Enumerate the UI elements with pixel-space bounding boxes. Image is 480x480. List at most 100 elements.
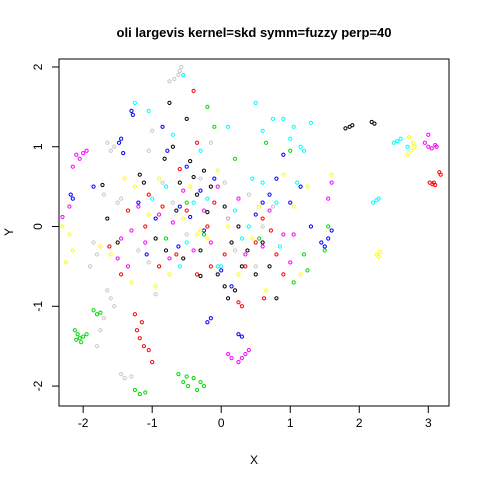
data-point bbox=[288, 136, 293, 141]
data-point bbox=[205, 320, 210, 325]
data-point bbox=[267, 264, 272, 269]
chart-title: oli largevis kernel=skd symm=fuzzy perp=… bbox=[117, 25, 392, 40]
data-point bbox=[184, 164, 189, 169]
data-point bbox=[226, 216, 231, 221]
data-point bbox=[212, 176, 217, 181]
data-point bbox=[205, 224, 210, 229]
data-point bbox=[146, 212, 151, 217]
data-point bbox=[100, 182, 105, 188]
data-point bbox=[136, 200, 141, 205]
data-point bbox=[184, 208, 189, 213]
data-point bbox=[130, 112, 135, 117]
data-point bbox=[246, 348, 251, 353]
data-point bbox=[101, 192, 106, 197]
data-point bbox=[122, 375, 127, 381]
data-point bbox=[215, 184, 220, 189]
data-point bbox=[243, 264, 248, 269]
data-point bbox=[405, 152, 410, 157]
data-point bbox=[146, 192, 151, 197]
data-point bbox=[176, 72, 181, 78]
data-point bbox=[372, 121, 377, 126]
data-point bbox=[194, 272, 200, 277]
data-point bbox=[87, 264, 93, 269]
data-point bbox=[153, 236, 158, 241]
data-point bbox=[74, 152, 79, 157]
y-axis-label: Y bbox=[2, 228, 16, 236]
data-point bbox=[108, 252, 113, 257]
data-point bbox=[163, 184, 169, 189]
data-point bbox=[274, 176, 279, 181]
data-point bbox=[205, 104, 210, 109]
data-point bbox=[329, 228, 334, 233]
data-point bbox=[201, 228, 207, 233]
y-tick-label: 0 bbox=[31, 223, 45, 230]
data-point bbox=[376, 196, 381, 201]
data-point bbox=[156, 176, 162, 181]
data-point bbox=[268, 228, 274, 233]
data-point bbox=[291, 204, 296, 209]
data-point bbox=[143, 390, 148, 395]
data-point bbox=[194, 232, 200, 237]
data-point bbox=[236, 272, 241, 277]
data-point bbox=[243, 352, 248, 357]
data-point bbox=[298, 144, 303, 149]
data-point bbox=[75, 332, 80, 337]
data-point bbox=[167, 100, 172, 105]
data-point bbox=[236, 360, 241, 365]
data-point bbox=[160, 124, 165, 129]
data-point bbox=[163, 236, 169, 241]
data-point bbox=[326, 236, 331, 241]
data-point bbox=[305, 184, 310, 189]
data-point bbox=[181, 379, 186, 385]
data-point bbox=[291, 124, 296, 129]
points-layer bbox=[60, 64, 443, 397]
x-tick-label: -1 bbox=[147, 416, 158, 430]
data-point bbox=[222, 204, 227, 209]
data-point bbox=[236, 196, 241, 201]
data-point bbox=[350, 123, 355, 128]
data-point bbox=[277, 244, 282, 249]
data-point bbox=[94, 252, 100, 257]
data-point bbox=[226, 124, 231, 129]
data-point bbox=[260, 180, 265, 185]
data-point bbox=[236, 224, 241, 229]
data-point bbox=[226, 296, 231, 301]
data-point bbox=[198, 148, 203, 153]
data-point bbox=[177, 180, 182, 185]
data-point bbox=[260, 200, 265, 205]
data-point bbox=[184, 116, 189, 121]
data-point bbox=[184, 232, 189, 237]
data-point bbox=[208, 316, 213, 321]
data-point bbox=[250, 176, 255, 181]
data-point bbox=[260, 128, 265, 133]
data-point bbox=[132, 100, 138, 105]
data-point bbox=[281, 152, 286, 157]
data-point bbox=[176, 371, 181, 377]
data-point bbox=[232, 288, 238, 293]
data-point bbox=[219, 268, 224, 273]
data-point bbox=[121, 151, 126, 156]
data-point bbox=[184, 200, 189, 205]
data-point bbox=[116, 140, 122, 145]
data-point bbox=[222, 180, 227, 185]
data-point bbox=[74, 337, 79, 342]
data-point bbox=[253, 240, 258, 245]
data-point bbox=[105, 140, 110, 145]
data-point bbox=[288, 260, 293, 265]
data-point bbox=[257, 204, 262, 209]
data-point bbox=[177, 264, 182, 269]
data-point bbox=[322, 244, 327, 249]
x-tick-label: 3 bbox=[425, 416, 432, 430]
data-point bbox=[198, 228, 203, 233]
data-point bbox=[239, 304, 245, 309]
data-point bbox=[222, 252, 227, 257]
data-point bbox=[305, 268, 310, 273]
data-point bbox=[263, 140, 269, 145]
data-point bbox=[167, 272, 172, 277]
data-point bbox=[105, 288, 110, 293]
data-point bbox=[185, 383, 191, 389]
x-tick-label: 0 bbox=[218, 416, 225, 430]
data-point bbox=[94, 312, 100, 317]
data-point bbox=[67, 204, 72, 209]
data-point bbox=[281, 172, 286, 177]
